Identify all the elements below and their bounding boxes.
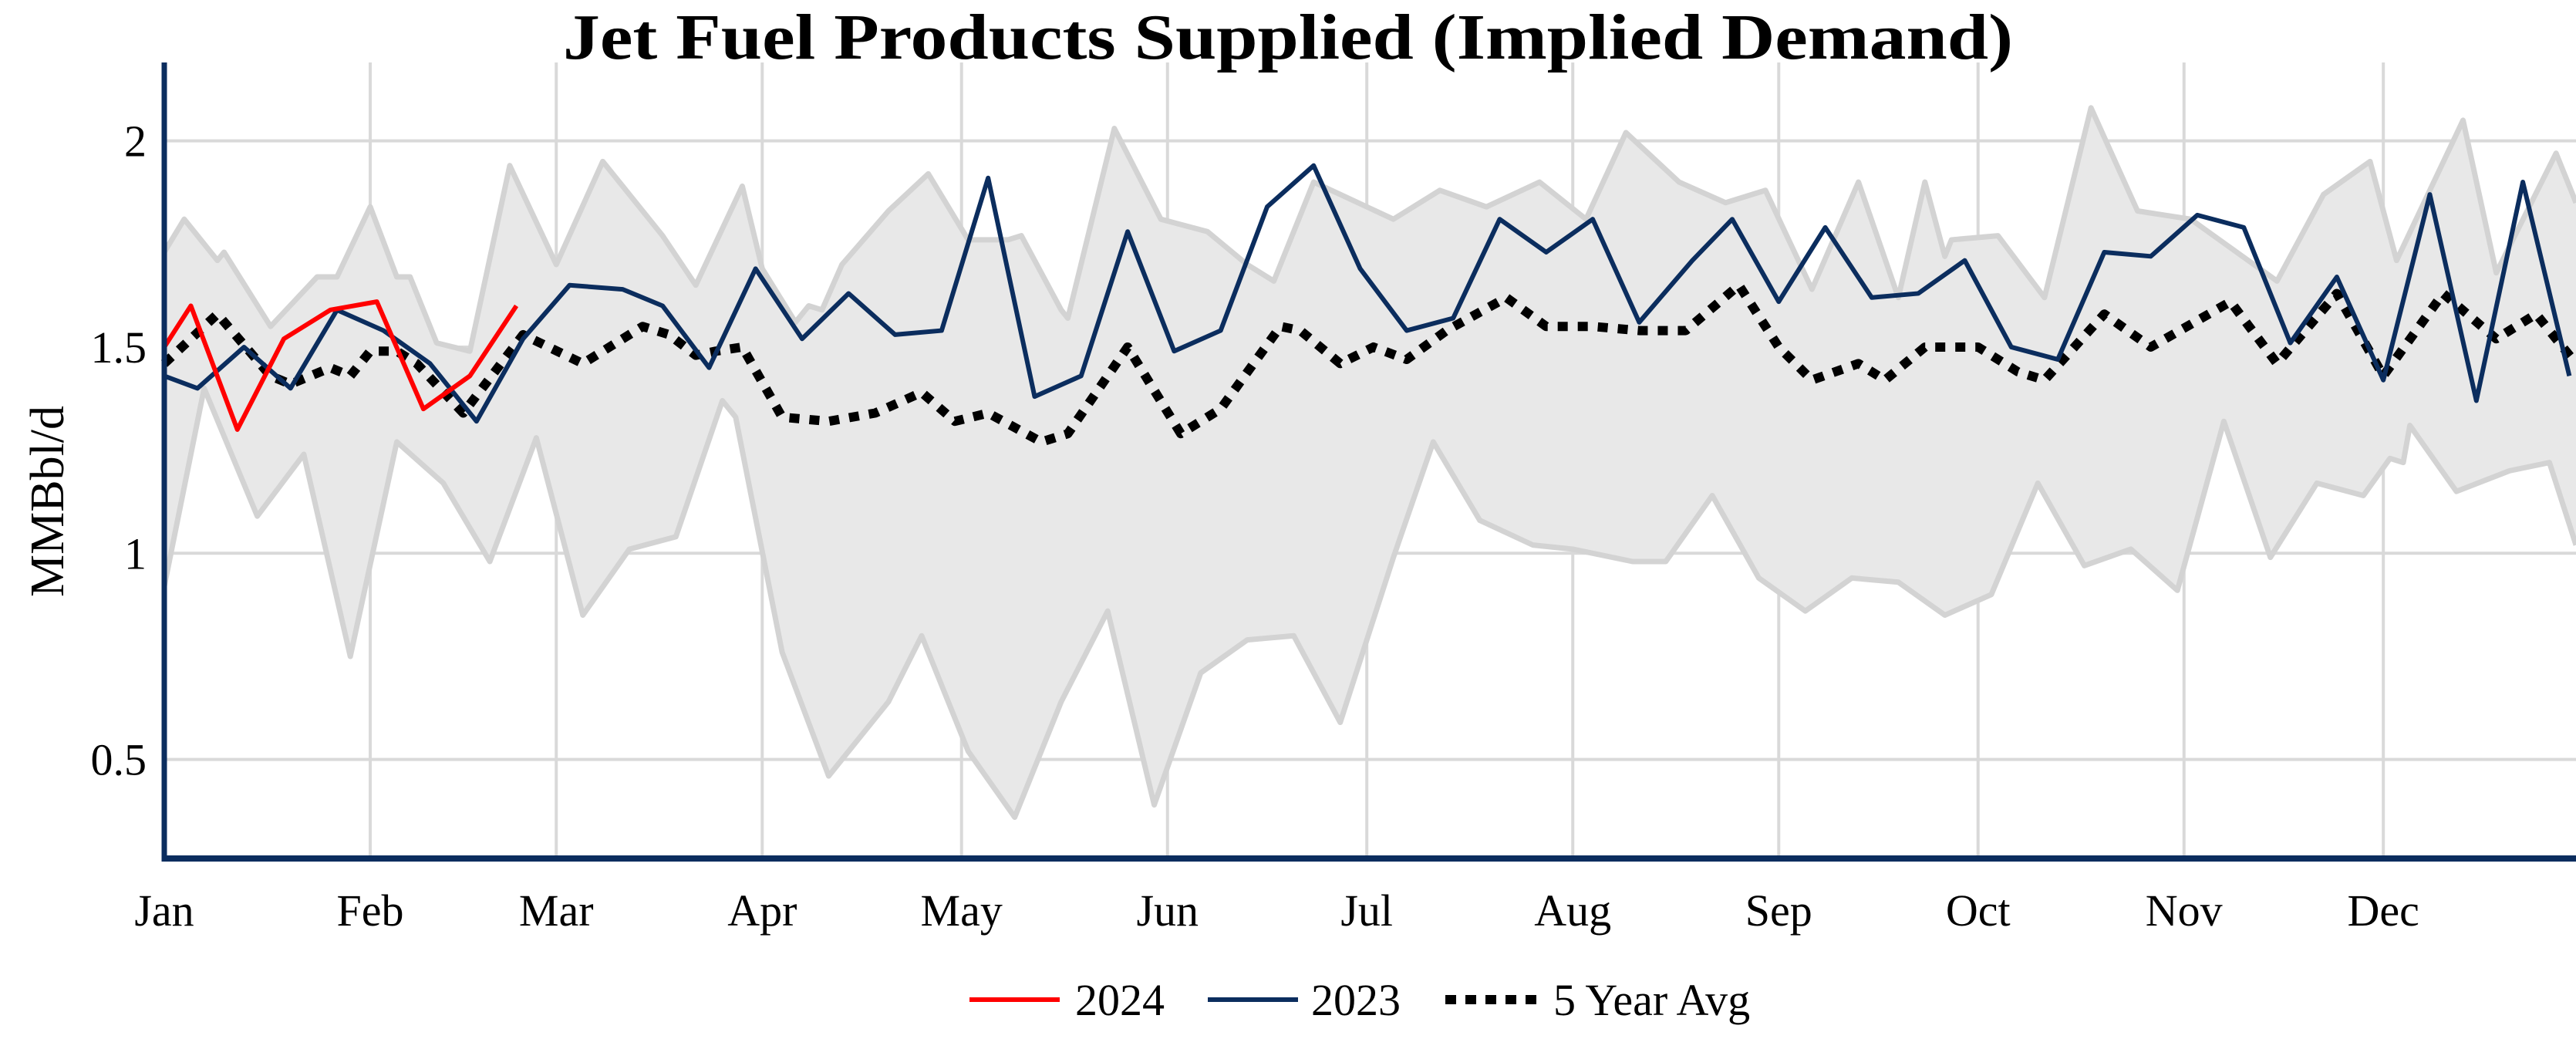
- x-tick-label: Jun: [1136, 885, 1199, 936]
- legend-label-2023: 2023: [1311, 975, 1401, 1025]
- y-axis-label: MMBbl/d: [22, 406, 74, 597]
- legend-item-5-year-avg[interactable]: 5 Year Avg: [1445, 975, 1750, 1025]
- tick-labels: 0.5 1 1.5 2 Jan Feb Mar Apr May Jun Jul Aug Sep Oct No…: [91, 116, 2419, 936]
- axes: [161, 62, 2576, 862]
- range-band-lower-edge: [161, 385, 2576, 821]
- five-year-range-band: [161, 105, 2576, 821]
- chart-title: Jet Fuel Products Supplied (Implied Dema…: [563, 2, 2013, 73]
- y-tick-label: 1: [124, 528, 147, 578]
- series-line-5-year-avg: [160, 280, 2576, 447]
- series-line-2023: [163, 163, 2572, 424]
- legend: 2024 2023 5 Year Avg: [969, 975, 1750, 1025]
- x-tick-label: Mar: [519, 885, 594, 936]
- x-tick-label: Feb: [337, 885, 404, 936]
- x-tick-label: Apr: [727, 885, 797, 936]
- legend-item-2024[interactable]: 2024: [969, 975, 1165, 1025]
- x-tick-label: Jul: [1340, 885, 1393, 936]
- x-tick-label: Jan: [134, 885, 194, 936]
- x-tick-label: Aug: [1534, 885, 1611, 936]
- legend-item-2023[interactable]: 2023: [1208, 975, 1401, 1025]
- y-tick-label: 2: [124, 116, 147, 167]
- y-tick-label: 0.5: [91, 735, 147, 785]
- legend-label-5-year-avg: 5 Year Avg: [1553, 975, 1750, 1025]
- x-tick-label: May: [921, 885, 1003, 936]
- legend-label-2024: 2024: [1075, 975, 1165, 1025]
- y-tick-label: 1.5: [91, 322, 147, 373]
- range-band-upper-edge: [162, 105, 2576, 354]
- series-line-2024: [162, 299, 519, 432]
- x-tick-label: Nov: [2146, 885, 2223, 936]
- x-tick-label: Sep: [1745, 885, 1812, 936]
- x-tick-label: Oct: [1946, 885, 2011, 936]
- x-tick-label: Dec: [2347, 885, 2419, 936]
- series-lines: [160, 163, 2576, 447]
